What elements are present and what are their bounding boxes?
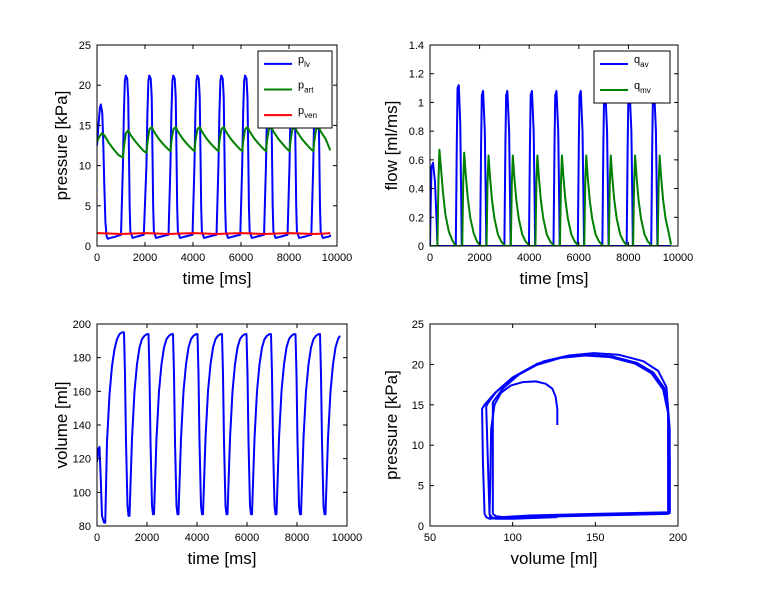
subplot-3: 0 2000 4000 6000 8000 10000 80 100 120 140 160 180 2… [52,319,362,568]
y-axis-label: pressure [kPa] [52,91,71,201]
y-tick-label: 10 [412,440,424,452]
series-group [97,331,341,524]
y-tick-label: 0 [418,521,424,533]
y-tick-label: 15 [412,400,424,412]
x-tick-label: 4000 [517,252,541,264]
y-tick-label: 20 [412,359,424,371]
y-axis-label: volume [ml] [52,382,71,469]
x-axis-label: time [ms] [188,549,257,568]
x-tick-label: 4000 [185,532,209,544]
series-line-mv [430,148,673,246]
x-tick-label: 0 [94,252,100,264]
x-tick-label: 100 [503,532,521,544]
x-tick-label: 150 [586,532,604,544]
y-tick-label: 25 [79,40,91,52]
x-axis-label: volume [ml] [511,549,598,568]
y-tick-label: 5 [85,201,91,213]
x-tick-label: 6000 [229,252,253,264]
x-axis-label: time [ms] [520,269,589,288]
subplot-1: 0 2000 4000 6000 8000 10000 0 5 10 15 20 25 time [ms… [52,40,352,288]
y-tick-label: 1.2 [409,69,424,81]
x-tick-label: 8000 [616,252,640,264]
x-tick-label: 6000 [235,532,259,544]
subplot-2: 0 2000 4000 6000 8000 10000 0 0.2 0.4 0.6 0.8 1 1.2 1… [382,40,693,288]
x-tick-label: 6000 [567,252,591,264]
x-tick-label: 10000 [332,532,363,544]
legend-entry-lv: plv [298,54,310,69]
y-axis-label: flow [ml/ms] [382,101,401,191]
y-tick-label: 1.4 [409,40,424,52]
y-tick-label: 0.6 [409,155,424,167]
x-tick-label: 8000 [285,532,309,544]
y-tick-label: 140 [73,420,91,432]
y-tick-label: 80 [79,521,91,533]
x-tick-label: 2000 [467,252,491,264]
axes-frame [429,44,679,247]
axes-frame [429,323,679,527]
x-tick-label: 0 [427,252,433,264]
y-tick-label: 15 [79,120,91,132]
subplot-4: 50 100 150 200 0 5 10 15 20 25 volume [ml] pressure… [382,319,687,568]
y-tick-label: 20 [79,80,91,92]
y-tick-label: 5 [418,481,424,493]
x-tick-label: 4000 [181,252,205,264]
x-tick-label: 8000 [277,252,301,264]
series-line-1-loop-4 [491,352,671,519]
x-tick-label: 0 [94,532,100,544]
x-tick-label: 10000 [663,252,694,264]
axes-background [430,324,678,526]
y-tick-label: 200 [73,319,91,331]
series-line-art [97,126,332,159]
y-axis-label: pressure [kPa] [382,370,401,480]
y-tick-label: 1 [418,97,424,109]
y-tick-label: 120 [73,454,91,466]
x-tick-label: 200 [669,532,687,544]
x-tick-label: 2000 [135,532,159,544]
x-tick-label: 10000 [322,252,353,264]
x-tick-label: 2000 [133,252,157,264]
x-axis-label: time [ms] [183,269,252,288]
y-tick-label: 0 [418,241,424,253]
series-group [481,352,671,520]
axes-frame [96,44,338,247]
series-line-1 [97,331,341,524]
series-line-ven [97,232,331,235]
x-tick-label: 50 [424,532,436,544]
y-tick-label: 10 [79,161,91,173]
y-tick-label: 0 [85,241,91,253]
y-tick-label: 0.8 [409,126,424,138]
y-tick-label: 0.2 [409,212,424,224]
y-tick-label: 180 [73,353,91,365]
legend-box [593,50,671,104]
y-tick-label: 100 [73,487,91,499]
y-tick-label: 0.4 [409,184,424,196]
y-tick-label: 25 [412,319,424,331]
y-tick-label: 160 [73,386,91,398]
